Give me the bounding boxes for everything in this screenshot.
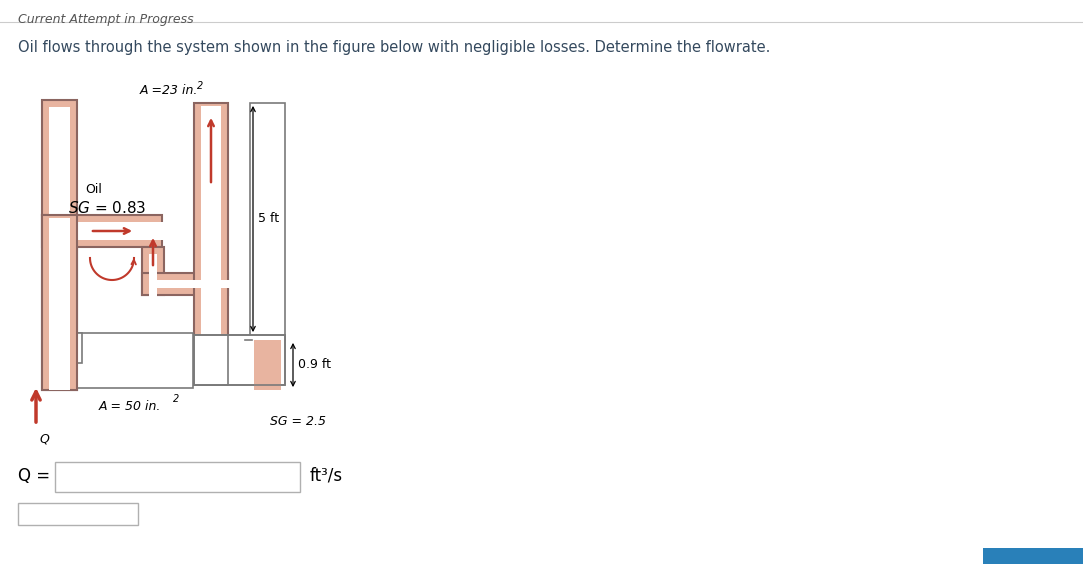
Text: 0.9 ft: 0.9 ft <box>298 359 331 372</box>
Bar <box>55 462 300 492</box>
Bar <box>49 218 70 390</box>
Bar <box>42 215 77 390</box>
Bar <box>49 107 70 215</box>
Bar <box>42 215 162 247</box>
Text: Q: Q <box>39 432 49 445</box>
Bar <box>201 106 221 340</box>
Bar <box>983 548 1083 564</box>
Bar <box>74 333 193 388</box>
Bar <box>18 503 138 525</box>
Bar <box>255 340 280 390</box>
Text: Q =: Q = <box>18 467 50 485</box>
Bar <box>194 103 229 340</box>
Text: A = 50 in.: A = 50 in. <box>99 400 161 413</box>
Text: ft³/s: ft³/s <box>310 467 343 485</box>
Bar <box>49 218 70 390</box>
Bar <box>42 100 77 215</box>
Bar <box>149 280 235 288</box>
Bar <box>194 335 229 385</box>
Bar <box>42 215 77 390</box>
Text: Current Attempt in Progress: Current Attempt in Progress <box>18 13 194 26</box>
Text: Oil: Oil <box>84 183 102 196</box>
Text: 2: 2 <box>173 394 180 404</box>
Text: 2: 2 <box>197 81 204 91</box>
Bar <box>142 247 164 295</box>
Text: Oil flows through the system shown in the figure below with negligible losses. D: Oil flows through the system shown in th… <box>18 40 770 55</box>
Bar <box>49 222 169 240</box>
Text: SG = 2.5: SG = 2.5 <box>270 415 326 428</box>
Text: A =23 in.: A =23 in. <box>140 84 198 97</box>
Bar <box>74 333 82 363</box>
Bar <box>194 335 285 385</box>
Bar <box>149 254 157 302</box>
Bar <box>194 335 285 385</box>
Bar <box>250 103 285 340</box>
Bar <box>142 273 229 295</box>
Text: $SG$ = 0.83: $SG$ = 0.83 <box>68 200 146 216</box>
Text: 5 ft: 5 ft <box>258 213 279 226</box>
